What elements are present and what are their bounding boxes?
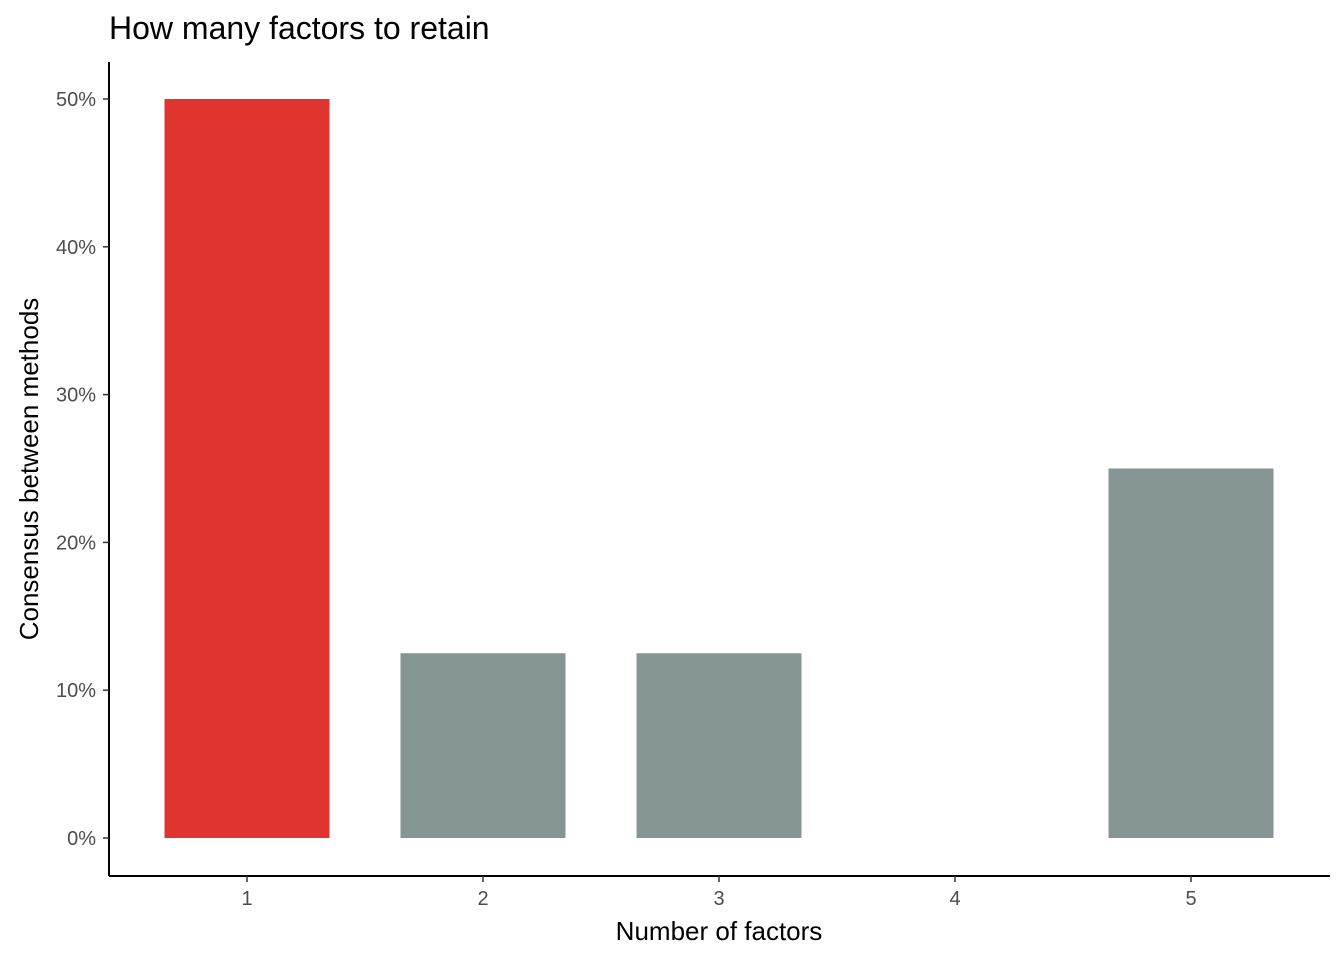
x-tick-label: 4 <box>949 888 960 910</box>
x-tick-label: 3 <box>713 888 724 910</box>
bar-5 <box>1108 468 1274 838</box>
x-tick-label: 5 <box>1185 888 1196 910</box>
x-axis: 1 2 3 4 5 <box>109 875 1330 910</box>
y-tick-label: 50% <box>56 89 96 111</box>
x-axis-label: Number of factors <box>616 916 823 946</box>
y-tick-label: 30% <box>56 385 96 407</box>
y-tick-label: 0% <box>67 828 96 850</box>
y-tick-label: 10% <box>56 680 96 702</box>
y-axis: 0% 10% 20% 30% 40% 50% <box>56 62 110 876</box>
chart-title: How many factors to retain <box>109 10 490 46</box>
x-tick-label: 2 <box>477 888 488 910</box>
bar-2 <box>400 653 566 838</box>
y-tick-label: 40% <box>56 237 96 259</box>
bars <box>164 99 1274 838</box>
bar-1 <box>164 99 330 838</box>
y-tick-label: 20% <box>56 532 96 554</box>
bar-3 <box>636 653 802 838</box>
x-tick-label: 1 <box>241 888 252 910</box>
y-axis-label: Consensus between methods <box>14 298 44 641</box>
